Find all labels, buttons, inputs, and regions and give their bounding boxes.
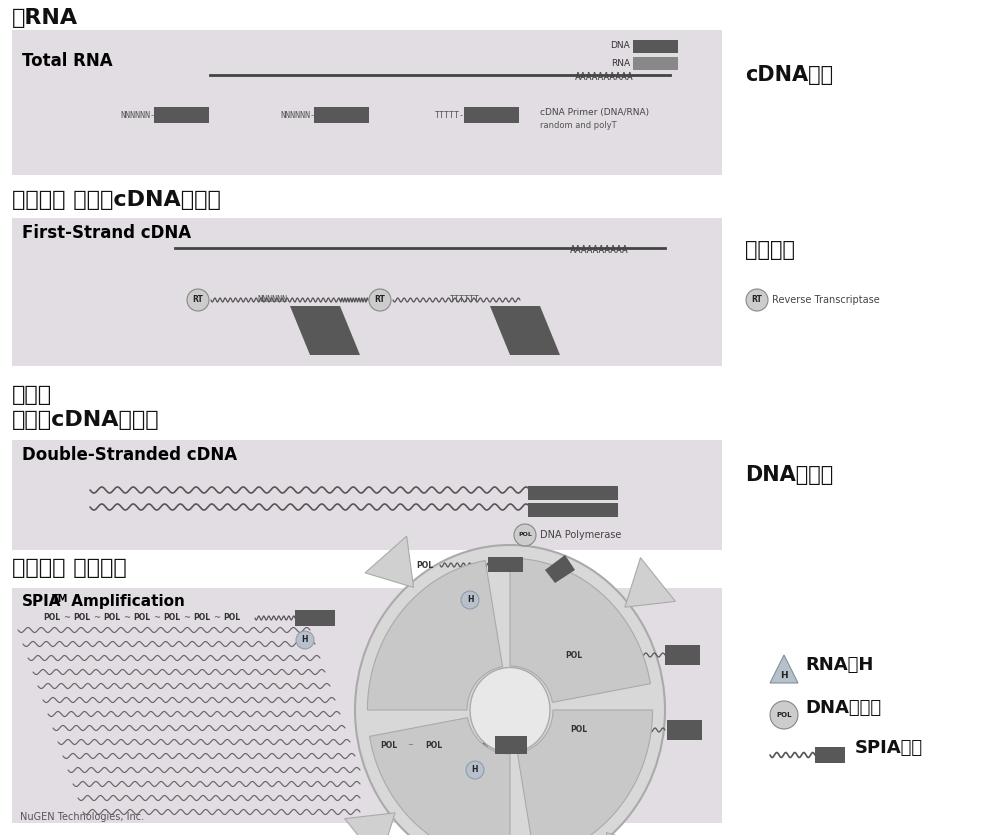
- Bar: [12, 218, 722, 366]
- Text: POL: POL: [103, 614, 121, 623]
- Text: RT: RT: [375, 296, 385, 305]
- Text: POL: POL: [380, 741, 397, 750]
- Text: cDNA引物: cDNA引物: [745, 65, 833, 85]
- Text: RT: RT: [752, 296, 762, 305]
- Text: DNA聚合鉦: DNA聚合鉦: [745, 465, 833, 485]
- Text: POL: POL: [223, 614, 241, 623]
- Text: POL: POL: [133, 614, 151, 623]
- Circle shape: [296, 631, 314, 649]
- Text: H: H: [467, 595, 473, 605]
- Text: Amplification: Amplification: [66, 594, 185, 609]
- Bar: [633, 57, 678, 70]
- Polygon shape: [510, 559, 650, 702]
- Text: 第一步： 第一链cDNA的合成: 第一步： 第一链cDNA的合成: [12, 190, 221, 210]
- Text: SPIA: SPIA: [22, 594, 62, 609]
- Text: SPIA引物: SPIA引物: [855, 739, 923, 757]
- Ellipse shape: [355, 545, 665, 835]
- Text: Total RNA: Total RNA: [22, 52, 113, 70]
- Text: TM: TM: [52, 594, 68, 604]
- Text: Reverse Transcriptase: Reverse Transcriptase: [772, 295, 880, 305]
- Text: First-Strand cDNA: First-Strand cDNA: [22, 224, 191, 242]
- Text: 第二链cDNA的合成: 第二链cDNA的合成: [12, 410, 160, 430]
- Text: POL: POL: [163, 614, 181, 623]
- Polygon shape: [770, 655, 798, 683]
- Bar: [633, 40, 678, 53]
- Text: 总RNA: 总RNA: [12, 8, 78, 28]
- Text: POL: POL: [73, 614, 91, 623]
- Text: POL: POL: [776, 712, 792, 718]
- Text: AAAAAAAAAA: AAAAAAAAAA: [575, 72, 634, 82]
- Text: ~: ~: [154, 614, 160, 623]
- Bar: [815, 747, 845, 763]
- Polygon shape: [370, 717, 510, 835]
- Bar: [12, 588, 722, 823]
- Text: NNNNNN-: NNNNNN-: [280, 110, 315, 119]
- Circle shape: [466, 761, 484, 779]
- Text: POL: POL: [43, 614, 61, 623]
- Text: TTTTT-: TTTTT-: [435, 110, 465, 119]
- Text: H: H: [472, 766, 478, 775]
- Circle shape: [369, 289, 391, 311]
- Text: POL: POL: [193, 614, 211, 623]
- Text: NNNNNN-: NNNNNN-: [120, 110, 155, 119]
- Polygon shape: [367, 560, 503, 710]
- Text: RNA鉦H: RNA鉦H: [805, 656, 873, 674]
- Text: NuGEN Technologies, Inc.: NuGEN Technologies, Inc.: [20, 812, 144, 822]
- Bar: [495, 736, 527, 754]
- Circle shape: [746, 289, 768, 311]
- Circle shape: [461, 591, 479, 609]
- Polygon shape: [365, 536, 414, 588]
- Text: ~: ~: [64, 614, 70, 623]
- Bar: [12, 30, 722, 175]
- Polygon shape: [625, 558, 675, 607]
- Polygon shape: [345, 812, 395, 835]
- Bar: [667, 720, 702, 740]
- Text: ~: ~: [214, 614, 220, 623]
- Text: NNNNNN: NNNNNN: [257, 296, 287, 305]
- Text: 第二步: 第二步: [12, 385, 52, 405]
- Bar: [665, 645, 700, 665]
- Text: POL: POL: [425, 741, 442, 750]
- Text: DNA Polymerase: DNA Polymerase: [540, 530, 621, 540]
- Text: DNA: DNA: [610, 42, 630, 50]
- Circle shape: [514, 524, 536, 546]
- Bar: [464, 107, 519, 123]
- Text: POL: POL: [570, 726, 587, 735]
- Bar: [154, 107, 209, 123]
- Text: RNA: RNA: [611, 58, 630, 68]
- Text: ~: ~: [94, 614, 100, 623]
- Text: POL: POL: [416, 560, 434, 569]
- Text: H: H: [780, 671, 788, 681]
- Text: Double-Stranded cDNA: Double-Stranded cDNA: [22, 446, 237, 464]
- Text: POL: POL: [565, 650, 582, 660]
- Text: ~: ~: [184, 614, 190, 623]
- Text: H: H: [302, 635, 308, 645]
- Text: ~: ~: [407, 742, 413, 748]
- Text: ~: ~: [124, 614, 130, 623]
- Bar: [528, 486, 618, 500]
- Bar: [528, 503, 618, 517]
- Polygon shape: [517, 710, 653, 835]
- Bar: [314, 107, 369, 123]
- Text: cDNA Primer (DNA/RNA): cDNA Primer (DNA/RNA): [540, 108, 649, 117]
- Text: TTTTTT: TTTTTT: [450, 296, 480, 305]
- Circle shape: [770, 701, 798, 729]
- Text: POL: POL: [518, 533, 532, 538]
- Text: 逆转录鉦: 逆转录鉦: [745, 240, 795, 260]
- Text: AAAAAAAAAA: AAAAAAAAAA: [570, 245, 629, 255]
- Bar: [488, 557, 523, 572]
- Bar: [295, 610, 335, 626]
- Polygon shape: [606, 832, 655, 835]
- Text: DNA聚合鉦: DNA聚合鉦: [805, 699, 881, 717]
- Ellipse shape: [470, 667, 550, 752]
- Polygon shape: [290, 306, 360, 355]
- Text: 第三步： 扩增步骤: 第三步： 扩增步骤: [12, 558, 127, 578]
- Circle shape: [187, 289, 209, 311]
- Bar: [12, 440, 722, 550]
- Text: RT: RT: [193, 296, 203, 305]
- Polygon shape: [545, 555, 575, 583]
- Polygon shape: [490, 306, 560, 355]
- Text: random and polyT: random and polyT: [540, 122, 617, 130]
